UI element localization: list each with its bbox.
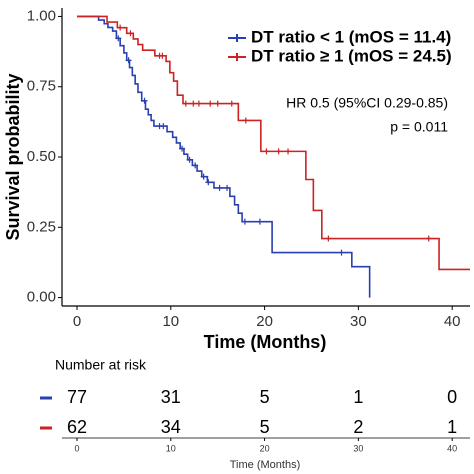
risk-count: 0 xyxy=(447,387,457,407)
censor-mark xyxy=(275,148,282,155)
risk-x-tick-label: 10 xyxy=(166,443,176,453)
censor-mark xyxy=(195,100,202,107)
censor-mark xyxy=(207,100,214,107)
legend-label: DT ratio ≥ 1 (mOS = 24.5) xyxy=(251,46,452,65)
y-tick-label: 0.75 xyxy=(27,78,56,95)
risk-count: 31 xyxy=(161,387,181,407)
censor-mark xyxy=(256,218,263,225)
risk-x-tick-label: 20 xyxy=(260,443,270,453)
risk-count: 77 xyxy=(67,387,87,407)
censor-mark xyxy=(214,100,221,107)
censor-mark xyxy=(338,249,345,256)
risk-count: 1 xyxy=(447,417,457,437)
censor-mark xyxy=(200,173,207,180)
y-tick-label: 0.25 xyxy=(27,218,56,235)
censor-mark xyxy=(179,145,186,152)
risk-count: 5 xyxy=(260,417,270,437)
censor-mark xyxy=(241,218,248,225)
censor-mark xyxy=(228,100,235,107)
x-tick-label: 10 xyxy=(162,313,179,330)
p-annotation: p = 0.011 xyxy=(390,119,448,135)
censor-mark xyxy=(117,24,124,31)
x-tick-label: 20 xyxy=(256,313,273,330)
censor-mark xyxy=(190,100,197,107)
risk-x-title: Time (Months) xyxy=(230,459,301,471)
censor-mark xyxy=(285,148,292,155)
censor-mark xyxy=(127,30,134,37)
hr-annotation: HR 0.5 (95%CI 0.29-0.85) xyxy=(286,95,448,111)
censor-mark xyxy=(205,179,212,186)
censor-mark xyxy=(125,57,132,64)
y-axis-title: Survival probability xyxy=(3,73,23,240)
y-tick-label: 0.00 xyxy=(27,289,56,306)
legend-label: DT ratio < 1 (mOS = 11.4) xyxy=(251,27,451,46)
risk-count: 5 xyxy=(260,387,270,407)
censor-mark xyxy=(216,184,223,191)
censor-mark xyxy=(186,156,193,163)
risk-count: 1 xyxy=(353,387,363,407)
y-tick-label: 1.00 xyxy=(27,7,56,24)
risk-count: 62 xyxy=(67,417,87,437)
censor-mark xyxy=(141,97,148,104)
censor-mark xyxy=(242,117,249,124)
censor-mark xyxy=(224,184,231,191)
censor-mark xyxy=(159,52,166,59)
legend-swatch xyxy=(228,53,246,61)
censor-mark xyxy=(160,123,167,130)
risk-x-tick-label: 0 xyxy=(74,443,79,453)
x-axis-title: Time (Months) xyxy=(204,332,327,352)
survival-curve xyxy=(77,15,371,298)
risk-x-tick-label: 40 xyxy=(447,443,457,453)
y-tick-label: 0.50 xyxy=(27,148,56,165)
legend-swatch xyxy=(228,34,246,42)
risk-x-tick-label: 30 xyxy=(353,443,363,453)
x-tick-label: 30 xyxy=(350,313,367,330)
censor-mark xyxy=(182,100,189,107)
censor-mark xyxy=(115,35,122,42)
risk-count: 2 xyxy=(353,417,363,437)
censor-mark xyxy=(263,148,270,155)
x-tick-label: 40 xyxy=(444,313,461,330)
risk-count: 34 xyxy=(161,417,181,437)
risk-title: Number at risk xyxy=(55,357,147,373)
censor-mark xyxy=(325,235,332,242)
censor-mark xyxy=(192,162,199,169)
x-tick-label: 0 xyxy=(73,313,81,330)
censor-mark xyxy=(425,235,432,242)
